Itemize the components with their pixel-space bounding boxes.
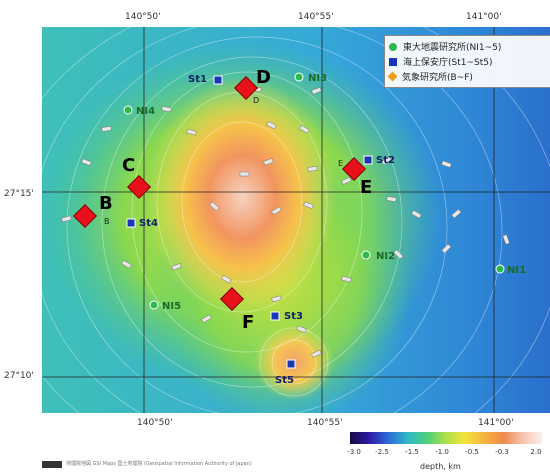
orange-diamond-icon (387, 71, 398, 82)
station-ni1[interactable] (495, 264, 505, 274)
station-st3[interactable] (270, 311, 280, 321)
label-ni2: NI2 (376, 251, 395, 262)
lon-tick-top-2: 140°55' (298, 12, 334, 22)
label-ni1: NI1 (507, 265, 526, 276)
station-st1[interactable] (213, 75, 223, 85)
station-ni4[interactable] (123, 105, 133, 115)
label-b-small: B (104, 217, 110, 226)
station-e[interactable] (341, 156, 367, 182)
lon-tick-bottom-3: 141°00' (478, 418, 514, 428)
label-e-small: E (338, 159, 343, 168)
legend-label-mri: 気象研究所(B~F) (402, 73, 473, 83)
colorbar-tick-2: -2.5 (375, 448, 389, 456)
graticule (42, 27, 550, 413)
legend-label-st: 海上保安庁(St1~St5) (403, 58, 493, 68)
lat-tick-2: 27°10' (4, 371, 34, 381)
ni-stations: NI1 NI2 NI3 NI4 NI5 (123, 72, 526, 312)
station-ni3[interactable] (294, 72, 304, 82)
colorbar-label: depth, km (420, 462, 461, 471)
lat-tick-1: 27°15' (4, 189, 34, 199)
label-st1: St1 (188, 74, 207, 85)
station-st4[interactable] (126, 218, 136, 228)
colorbar-tick-3: -1.5 (405, 448, 419, 456)
label-d-small: D (253, 96, 259, 105)
station-st5[interactable] (286, 359, 296, 369)
map-legend: 東大地震研究所(NI1~5) 海上保安庁(St1~St5) 気象研究所(B~F) (384, 35, 550, 88)
gsi-logo-icon (42, 461, 62, 468)
lon-tick-top-1: 140°50' (125, 12, 161, 22)
lon-tick-bottom-2: 140°55' (307, 418, 343, 428)
colorbar-tick-4: -1.0 (435, 448, 449, 456)
ocean-bottom-instruments (61, 86, 510, 358)
label-ni3: NI3 (308, 73, 327, 84)
label-c-large: C (122, 155, 135, 176)
label-ni5: NI5 (162, 301, 181, 312)
colorbar-ticks: -3.0 -2.5 -1.5 -1.0 -0.5 -0.3 2.0 (346, 448, 546, 458)
label-ni4: NI4 (136, 106, 155, 117)
legend-item-st: 海上保安庁(St1~St5) (389, 54, 547, 69)
station-c[interactable] (126, 174, 152, 200)
legend-label-ni: 東大地震研究所(NI1~5) (403, 43, 502, 53)
label-b-large: B (99, 193, 113, 214)
blue-square-icon (389, 57, 397, 66)
label-st2: St2 (376, 155, 395, 166)
label-d-large: D (256, 67, 271, 88)
colorbar-tick-1: -3.0 (347, 448, 361, 456)
legend-item-mri: 気象研究所(B~F) (387, 69, 547, 84)
st-stations: St1 St2 St3 St4 St5 (126, 74, 395, 386)
lon-tick-top-3: 141°00' (466, 12, 502, 22)
label-e-large: E (360, 177, 372, 198)
bathymetry-map[interactable]: NI1 NI2 NI3 NI4 NI5 St1 St2 St3 St4 St5 (42, 27, 550, 413)
depth-colorbar (350, 432, 542, 444)
station-ni5[interactable] (149, 300, 159, 310)
label-st5: St5 (275, 375, 294, 386)
legend-item-ni: 東大地震研究所(NI1~5) (389, 39, 547, 54)
lon-tick-bottom-1: 140°50' (137, 418, 173, 428)
label-f-large: F (242, 312, 254, 333)
contour-lines (42, 27, 550, 413)
label-st3: St3 (284, 311, 303, 322)
green-circle-icon (389, 42, 397, 51)
footer-credit: 地理院地図 GSI Maps 国土地理院 (Geospatial Informa… (66, 461, 252, 467)
mri-stations: B B C D D E E F (72, 67, 372, 333)
shallow-island-area (147, 77, 337, 317)
colorbar-tick-5: -0.5 (465, 448, 479, 456)
station-ni2[interactable] (361, 250, 371, 260)
station-st2[interactable] (363, 155, 373, 165)
station-d[interactable] (233, 75, 259, 101)
colorbar-tick-6: -0.3 (495, 448, 509, 456)
station-f[interactable] (219, 286, 245, 312)
colorbar-tick-7: 2.0 (530, 448, 542, 456)
label-st4: St4 (139, 218, 158, 229)
station-b[interactable] (72, 203, 98, 229)
